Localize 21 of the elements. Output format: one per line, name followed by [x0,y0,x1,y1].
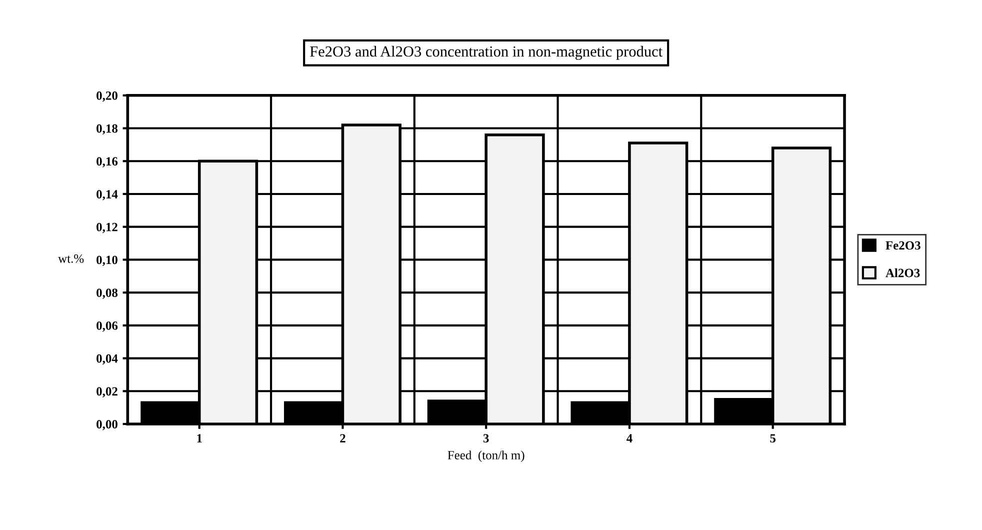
y-tick-label: 0,16 [96,157,118,168]
x-tick-label: 3 [483,434,489,443]
chart-title: Fe2O3 and Al2O3 concentration in non-magnetic product [310,46,662,60]
x-axis-title: Feed (ton/h m) [448,450,524,462]
y-tick-label: 0,10 [96,256,118,266]
y-tick-label: 0,14 [96,190,118,200]
y-tick-label: 0,20 [96,91,118,102]
y-tick-label: 0,12 [96,222,118,234]
x-tick-label: 2 [340,434,346,442]
x-tick-label: 4 [626,434,632,442]
legend-label: Al2O3 [886,268,920,278]
y-tick-label: 0,06 [96,321,118,332]
y-tick-label: 0,02 [96,387,118,398]
y-tick-label: 0,00 [96,420,118,430]
x-tick-label: 1 [197,434,202,442]
y-axis-title: wt.% [58,254,84,263]
x-tick-label: 5 [770,434,776,443]
legend-label: Fe2O3 [886,241,920,250]
y-tick-label: 0,08 [96,288,118,299]
y-tick-label: 0,04 [96,354,118,365]
y-tick-label: 0,18 [96,124,118,135]
